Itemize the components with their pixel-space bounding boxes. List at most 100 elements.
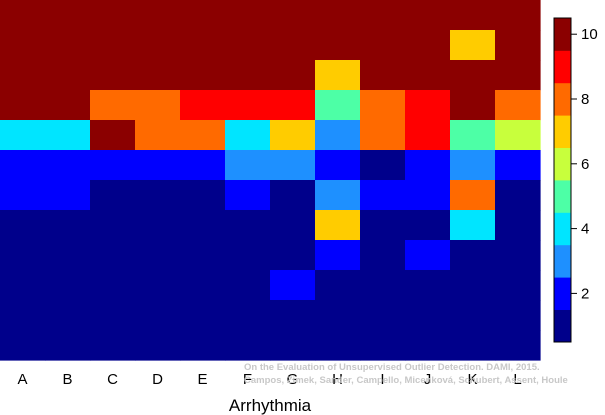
- heatmap-cell-E-6: [180, 150, 226, 181]
- colorbar-segment-2: [554, 277, 571, 310]
- heatmap-cell-C-4: [90, 90, 136, 121]
- heatmap-cell-B-6: [45, 150, 91, 181]
- heatmap-cell-B-7: [45, 180, 91, 211]
- credit-line-1: On the Evaluation of Unsupervised Outlie…: [244, 362, 540, 373]
- heatmap-cell-K-8: [450, 210, 496, 241]
- colorbar-segment-7: [554, 115, 571, 148]
- heatmap-cell-G-12: [270, 330, 316, 361]
- colorbar-segment-5: [554, 180, 571, 213]
- heatmap-cell-J-1: [405, 0, 451, 31]
- colorbar-segment-10: [554, 18, 571, 51]
- heatmap-cell-I-10: [360, 270, 406, 301]
- colorbar-ticks: 2 4 6 8 10: [571, 26, 598, 302]
- heatmap-cell-H-6: [315, 150, 361, 181]
- heatmap-cell-K-9: [450, 240, 496, 271]
- x-tick-label-H: H: [332, 371, 343, 388]
- heatmap-cell-H-5: [315, 120, 361, 151]
- heatmap-cell-D-3: [135, 60, 181, 91]
- heatmap-cell-G-1: [270, 0, 316, 31]
- heatmap-cell-A-9: [0, 240, 46, 271]
- heatmap-cell-H-3: [315, 60, 361, 91]
- heatmap-cell-J-12: [405, 330, 451, 361]
- heatmap-cell-L-8: [495, 210, 541, 241]
- heatmap-cell-C-9: [90, 240, 136, 271]
- colorbar-segment-6: [554, 147, 571, 181]
- heatmap-cell-K-7: [450, 180, 496, 211]
- heatmap-cell-C-7: [90, 180, 136, 211]
- heatmap-cell-L-1: [495, 0, 541, 31]
- heatmap-cell-H-9: [315, 240, 361, 271]
- heatmap-cell-H-7: [315, 180, 361, 211]
- heatmap-cell-A-10: [0, 270, 46, 301]
- heatmap-cell-A-12: [0, 330, 46, 361]
- heatmap-cell-D-6: [135, 150, 181, 181]
- heatmap-cell-I-11: [360, 300, 406, 331]
- heatmap-cell-K-6: [450, 150, 496, 181]
- heatmap-cell-K-4: [450, 90, 496, 121]
- heatmap-cell-B-8: [45, 210, 91, 241]
- heatmap-cell-G-4: [270, 90, 316, 121]
- colorbar-segment-9: [554, 50, 571, 84]
- heatmap-cell-L-11: [495, 300, 541, 331]
- heatmap-cell-C-5: [90, 120, 136, 151]
- heatmap-cell-L-5: [495, 120, 541, 151]
- x-tick-label-B: B: [62, 371, 72, 388]
- heatmap-cell-F-2: [225, 30, 271, 61]
- heatmap-cell-B-10: [45, 270, 91, 301]
- heatmap-cell-A-1: [0, 0, 46, 31]
- heatmap-cell-C-12: [90, 330, 136, 361]
- colorbar-segment-3: [554, 244, 571, 278]
- colorbar-segment-4: [554, 212, 571, 246]
- heatmap-cell-D-11: [135, 300, 181, 331]
- heatmap-cell-G-5: [270, 120, 316, 151]
- heatmap-cell-J-4: [405, 90, 451, 121]
- heatmap-cell-H-8: [315, 210, 361, 241]
- heatmap-cell-K-11: [450, 300, 496, 331]
- heatmap-cell-A-4: [0, 90, 46, 121]
- colorbar: [553, 17, 572, 343]
- heatmap-cell-J-5: [405, 120, 451, 151]
- heatmap-cell-K-10: [450, 270, 496, 301]
- heatmap-cell-J-11: [405, 300, 451, 331]
- x-tick-label-D: D: [152, 371, 163, 388]
- heatmap-cell-L-6: [495, 150, 541, 181]
- heatmap-cell-D-12: [135, 330, 181, 361]
- heatmap-cell-D-7: [135, 180, 181, 211]
- heatmap-cell-C-6: [90, 150, 136, 181]
- heatmap-cell-A-6: [0, 150, 46, 181]
- heatmap-cell-I-4: [360, 90, 406, 121]
- heatmap-cell-G-6: [270, 150, 316, 181]
- heatmap-cell-I-7: [360, 180, 406, 211]
- heatmap-cell-J-3: [405, 60, 451, 91]
- heatmap-cell-C-2: [90, 30, 136, 61]
- heatmap-cell-F-12: [225, 330, 271, 361]
- heatmap-cell-H-11: [315, 300, 361, 331]
- colorbar-tick-label-8: 8: [581, 91, 589, 108]
- heatmap-cell-D-4: [135, 90, 181, 121]
- heatmap-cell-B-1: [45, 0, 91, 31]
- heatmap-cell-J-7: [405, 180, 451, 211]
- heatmap-cell-L-9: [495, 240, 541, 271]
- colorbar-border: [553, 17, 572, 343]
- heatmap-cell-H-2: [315, 30, 361, 61]
- heatmap-cell-C-11: [90, 300, 136, 331]
- heatmap-cell-B-2: [45, 30, 91, 61]
- heatmap-cell-B-9: [45, 240, 91, 271]
- heatmap-cell-D-9: [135, 240, 181, 271]
- colorbar-segment-1: [554, 309, 571, 343]
- heatmap-cell-F-3: [225, 60, 271, 91]
- heatmap-cell-J-6: [405, 150, 451, 181]
- heatmap-cell-E-12: [180, 330, 226, 361]
- heatmap-cell-L-2: [495, 30, 541, 61]
- heatmap-cell-L-10: [495, 270, 541, 301]
- heatmap-cell-G-11: [270, 300, 316, 331]
- heatmap-cell-L-12: [495, 330, 541, 361]
- heatmap-cell-A-11: [0, 300, 46, 331]
- heatmap-cell-F-5: [225, 120, 271, 151]
- heatmap-cell-H-4: [315, 90, 361, 121]
- heatmap-cell-E-9: [180, 240, 226, 271]
- heatmap-cell-G-10: [270, 270, 316, 301]
- heatmap-cell-E-3: [180, 60, 226, 91]
- heatmap-cell-H-12: [315, 330, 361, 361]
